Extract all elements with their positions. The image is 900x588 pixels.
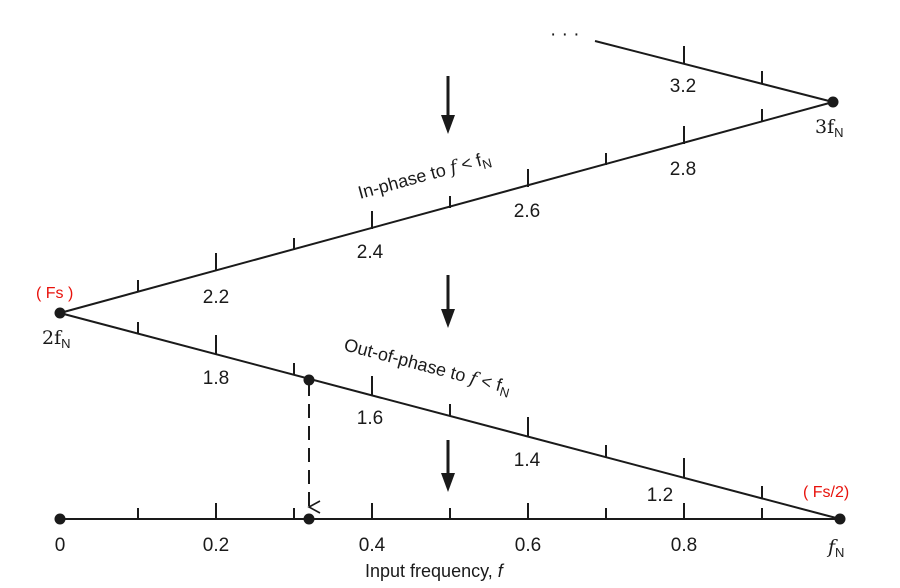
axis-title: Input frequency, f bbox=[365, 561, 505, 581]
high-tick-label-2.2: 2.2 bbox=[203, 287, 229, 308]
out-of-phase-annotation: Out-of-phase to f < fN bbox=[341, 335, 513, 401]
two-fn-dot bbox=[54, 307, 66, 319]
origin-dot bbox=[54, 513, 66, 525]
low-segment-ticks bbox=[137, 322, 763, 498]
down-arrow-top bbox=[441, 76, 455, 134]
high-tick-label-2.4: 2.4 bbox=[357, 242, 384, 263]
fn-dot bbox=[834, 513, 846, 525]
axis-tick-label-0.2: 0.2 bbox=[203, 535, 229, 556]
axis-tick-label-0.6: 0.6 bbox=[515, 535, 541, 556]
continuation-ellipsis: · · · bbox=[550, 24, 580, 45]
three-fn-label: 3fN bbox=[815, 116, 844, 140]
top-tick-label-3.2: 3.2 bbox=[670, 76, 696, 97]
top-segment-ticks bbox=[683, 46, 763, 83]
alias-target-dot bbox=[303, 513, 315, 525]
in-phase-annotation: In-phase to f < fN bbox=[356, 148, 494, 206]
fs-half-red-label: ( Fs/2) bbox=[803, 484, 849, 501]
high-tick-label-2.8: 2.8 bbox=[670, 159, 696, 180]
three-fn-dot bbox=[827, 96, 839, 108]
high-segment-ticks bbox=[137, 109, 763, 292]
down-arrow-bottom bbox=[441, 440, 455, 492]
low-tick-label-1.2: 1.2 bbox=[647, 485, 673, 506]
fs-red-label: ( Fs ) bbox=[36, 285, 73, 302]
axis-tick-label-0.8: 0.8 bbox=[671, 535, 697, 556]
fold-line-3fn-onward bbox=[594, 40, 834, 103]
axis-tick-label-0.4: 0.4 bbox=[359, 535, 386, 556]
two-fn-label: 2fN bbox=[42, 327, 71, 351]
axis-tick-label-0: 0 bbox=[55, 535, 66, 556]
axis-ticks bbox=[137, 503, 763, 519]
down-arrow-middle bbox=[441, 275, 455, 328]
low-tick-label-1.4: 1.4 bbox=[514, 450, 541, 471]
high-tick-label-2.6: 2.6 bbox=[514, 201, 540, 222]
alias-source-dot bbox=[303, 374, 315, 386]
fold-line-2fn-to-3fn bbox=[59, 101, 834, 314]
low-tick-label-1.6: 1.6 bbox=[357, 408, 383, 429]
low-tick-label-1.8: 1.8 bbox=[203, 368, 229, 389]
fn-label: fN bbox=[826, 536, 844, 560]
